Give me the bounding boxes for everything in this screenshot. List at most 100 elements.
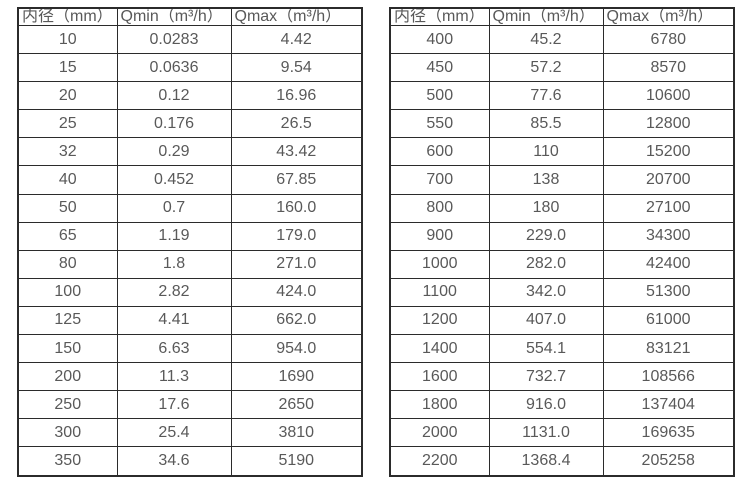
header-row: 内径（mm） Qmin（m³/h） Qmax（m³/h）: [17, 7, 363, 26]
table-cell: 83121: [602, 334, 735, 364]
header-row: 内径（mm） Qmin（m³/h） Qmax（m³/h）: [389, 7, 735, 26]
table-cell: 1131.0: [488, 418, 604, 448]
table-row: 250 17.6 2650: [17, 390, 363, 420]
col-header-qmax: Qmax（m³/h）: [602, 7, 735, 26]
flow-spec-table-left: 内径（mm） Qmin（m³/h） Qmax（m³/h） 10 0.0283 4.4…: [17, 7, 363, 477]
table-cell: 800: [389, 193, 490, 223]
table-cell: 229.0: [488, 221, 604, 251]
table-cell: 85.5: [488, 109, 604, 139]
col-header-inner-diameter: 内径（mm）: [389, 7, 490, 26]
table-cell: 12800: [602, 109, 735, 139]
table-cell: 5190: [230, 446, 363, 477]
table-cell: 9.54: [230, 53, 363, 83]
table-row: 50 0.7 160.0: [17, 193, 363, 223]
table-cell: 51300: [602, 277, 735, 307]
table-row: 1800 916.0 137404: [389, 390, 735, 420]
table-cell: 150: [17, 334, 118, 364]
table-cell: 20700: [602, 165, 735, 195]
table-cell: 15: [17, 53, 118, 83]
table-row: 32 0.29 43.42: [17, 137, 363, 167]
table-cell: 424.0: [230, 277, 363, 307]
table-cell: 550: [389, 109, 490, 139]
table-cell: 77.6: [488, 81, 604, 111]
table-cell: 2650: [230, 390, 363, 420]
table-row: 25 0.176 26.5: [17, 109, 363, 139]
table-cell: 342.0: [488, 277, 604, 307]
table-cell: 50: [17, 193, 118, 223]
table-cell: 0.0283: [116, 24, 232, 55]
table-row: 10 0.0283 4.42: [17, 24, 363, 55]
table-row: 100 2.82 424.0: [17, 277, 363, 307]
table-cell: 8570: [602, 53, 735, 83]
table-cell: 16.96: [230, 81, 363, 111]
table-cell: 1100: [389, 277, 490, 307]
table-row: 2200 1368.4 205258: [389, 446, 735, 477]
table-cell: 600: [389, 137, 490, 167]
col-header-inner-diameter: 内径（mm）: [17, 7, 118, 26]
table-cell: 1.19: [116, 221, 232, 251]
table-cell: 0.0636: [116, 53, 232, 83]
table-row: 1200 407.0 61000: [389, 305, 735, 336]
table-cell: 662.0: [230, 305, 363, 336]
table-row: 500 77.6 10600: [389, 81, 735, 111]
table-cell: 65: [17, 221, 118, 251]
table-cell: 17.6: [116, 390, 232, 420]
table-cell: 138: [488, 165, 604, 195]
table-cell: 10600: [602, 81, 735, 111]
table-cell: 179.0: [230, 221, 363, 251]
table-row: 1000 282.0 42400: [389, 249, 735, 279]
table-cell: 282.0: [488, 249, 604, 279]
table-row: 150 6.63 954.0: [17, 334, 363, 364]
table-cell: 61000: [602, 305, 735, 336]
table-row: 350 34.6 5190: [17, 446, 363, 477]
table-cell: 100: [17, 277, 118, 307]
table-cell: 732.7: [488, 362, 604, 392]
table-cell: 160.0: [230, 193, 363, 223]
table-cell: 34300: [602, 221, 735, 251]
table-cell: 2200: [389, 446, 490, 477]
table-cell: 1000: [389, 249, 490, 279]
col-header-qmin: Qmin（m³/h）: [116, 7, 232, 26]
table-row: 800 180 27100: [389, 193, 735, 223]
table-cell: 350: [17, 446, 118, 477]
table-cell: 200: [17, 362, 118, 392]
table-cell: 25.4: [116, 418, 232, 448]
table-cell: 6780: [602, 24, 735, 55]
table-cell: 400: [389, 24, 490, 55]
table-cell: 10: [17, 24, 118, 55]
table-cell: 205258: [602, 446, 735, 477]
table-cell: 1690: [230, 362, 363, 392]
table-row: 1600 732.7 108566: [389, 362, 735, 392]
table-row: 15 0.0636 9.54: [17, 53, 363, 83]
table-cell: 34.6: [116, 446, 232, 477]
table-cell: 554.1: [488, 334, 604, 364]
table-cell: 0.176: [116, 109, 232, 139]
flow-spec-table-right: 内径（mm） Qmin（m³/h） Qmax（m³/h） 400 45.2 6780…: [389, 7, 735, 477]
table-cell: 0.29: [116, 137, 232, 167]
table-cell: 500: [389, 81, 490, 111]
table-cell: 1.8: [116, 249, 232, 279]
col-header-qmin: Qmin（m³/h）: [488, 7, 604, 26]
table-cell: 0.7: [116, 193, 232, 223]
table-row: 65 1.19 179.0: [17, 221, 363, 251]
table-row: 20 0.12 16.96: [17, 81, 363, 111]
table-row: 40 0.452 67.85: [17, 165, 363, 195]
table-cell: 271.0: [230, 249, 363, 279]
table-row: 2000 1131.0 169635: [389, 418, 735, 448]
table-body: 400 45.2 6780 450 57.2 8570 500 77.6 10600 550 85.…: [389, 24, 735, 477]
table-row: 550 85.5 12800: [389, 109, 735, 139]
table-cell: 2000: [389, 418, 490, 448]
table-row: 1100 342.0 51300: [389, 277, 735, 307]
table-cell: 57.2: [488, 53, 604, 83]
table-row: 125 4.41 662.0: [17, 305, 363, 336]
table-cell: 108566: [602, 362, 735, 392]
table-cell: 40: [17, 165, 118, 195]
table-cell: 137404: [602, 390, 735, 420]
table-cell: 0.452: [116, 165, 232, 195]
table-cell: 67.85: [230, 165, 363, 195]
table-cell: 43.42: [230, 137, 363, 167]
table-cell: 250: [17, 390, 118, 420]
table-row: 200 11.3 1690: [17, 362, 363, 392]
table-cell: 916.0: [488, 390, 604, 420]
